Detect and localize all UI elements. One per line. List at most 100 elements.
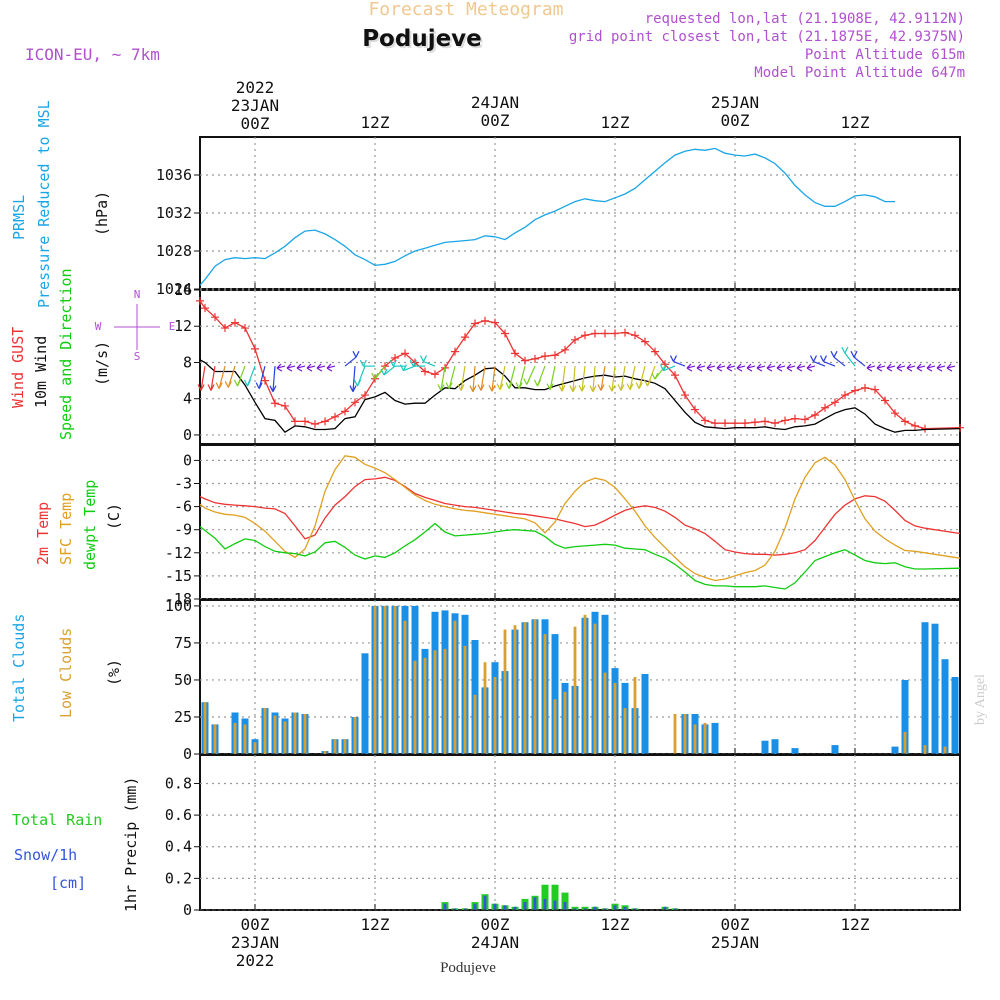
clouds-bar-lowclouds xyxy=(303,714,307,754)
wind-arrow xyxy=(716,365,726,369)
grid-coords: grid point closest lon,lat (21.1875E, 42… xyxy=(569,29,965,45)
requested-coords: requested lon,lat (21.1908E, 42.9112N) xyxy=(645,11,965,27)
gust-marker xyxy=(791,414,799,423)
wind-arrow xyxy=(833,356,846,367)
clouds-bar-totalclouds xyxy=(361,653,369,754)
clouds-bar-lowclouds xyxy=(633,677,637,754)
gust-marker xyxy=(841,391,849,400)
gust-marker xyxy=(671,371,679,380)
wind-10m-label: 10m Wind xyxy=(32,336,50,408)
gust-marker xyxy=(271,399,279,408)
clouds-bar-lowclouds xyxy=(273,715,277,754)
gust-marker xyxy=(481,316,489,325)
gust-marker xyxy=(471,319,479,328)
wind-arrowhead xyxy=(296,363,303,372)
ms-label: (m/s) xyxy=(93,341,111,386)
gust-marker xyxy=(871,385,879,394)
wind-arrow xyxy=(736,365,746,369)
wind-arrow xyxy=(518,365,526,389)
gust-marker xyxy=(821,403,829,412)
wind-arrowhead xyxy=(276,363,283,372)
precip-bar-snowh xyxy=(523,902,527,910)
wind-arrow xyxy=(686,365,696,369)
wind-arrow xyxy=(200,365,206,391)
clouds-bar-totalclouds xyxy=(761,740,769,754)
wind-arrow xyxy=(316,365,326,369)
wind-arrowhead xyxy=(796,363,803,372)
compass-w: W xyxy=(95,320,102,333)
precip-bar-snowh xyxy=(483,895,487,910)
wind-arrow xyxy=(629,365,636,390)
wind-arrowhead xyxy=(706,363,713,372)
wind-arrowhead xyxy=(716,363,723,372)
gust-marker xyxy=(521,356,529,365)
clouds-bar-lowclouds xyxy=(373,605,377,754)
gust-marker xyxy=(691,405,699,414)
clouds-bar-lowclouds xyxy=(623,708,627,754)
gust-marker xyxy=(831,398,839,407)
wind-arrow xyxy=(276,365,286,369)
clouds-bar-lowclouds xyxy=(603,672,607,754)
temperature-ytick-label: -12 xyxy=(165,544,192,562)
gust-marker xyxy=(701,416,709,425)
temperature-ytick-label: -15 xyxy=(165,567,192,585)
wind-arrow xyxy=(796,365,806,369)
wind-arrow xyxy=(813,361,826,367)
wind-arrow xyxy=(286,365,296,369)
top-time-label: 23JAN xyxy=(231,96,279,115)
clouds-ytick-label: 50 xyxy=(174,671,192,689)
wind-arrow xyxy=(561,366,566,392)
cloud-labels: Total Clouds Low Clouds (%) xyxy=(10,614,123,722)
precip-ytick-label: 0 xyxy=(183,901,192,919)
wind-arrow xyxy=(663,365,676,372)
wind-arrowhead xyxy=(651,372,659,380)
bottom-time-label: 2022 xyxy=(236,951,275,970)
pressure-panel xyxy=(194,136,961,290)
wind-arrow xyxy=(896,365,906,369)
gust-marker xyxy=(711,419,719,428)
wind-arrowhead xyxy=(380,368,388,376)
temperature-panel xyxy=(194,444,961,600)
wind-arrowhead xyxy=(558,384,566,392)
wind-arrowhead xyxy=(926,363,933,372)
gust-marker xyxy=(591,329,599,338)
wind-arrow xyxy=(344,356,357,367)
wind-arrow xyxy=(272,366,276,392)
clouds-bar-lowclouds xyxy=(343,739,347,754)
precip-bar-snowh xyxy=(453,908,457,910)
dewpt-temp-label: dewpt Temp xyxy=(81,480,99,570)
gust-marker xyxy=(221,324,229,333)
wind-arrowhead xyxy=(523,378,531,385)
precip-bar-snowh xyxy=(443,903,447,910)
clouds-bar-lowclouds xyxy=(463,645,467,754)
clouds-bar-lowclouds xyxy=(593,623,597,754)
bottom-time-label: 25JAN xyxy=(711,933,759,952)
wind-arrowhead xyxy=(505,382,513,389)
snow-unit-label: [cm] xyxy=(50,874,86,892)
wind-arrowhead xyxy=(669,355,678,362)
gust-marker xyxy=(921,424,929,433)
wind-panel xyxy=(194,289,964,445)
wind-arrowhead xyxy=(399,364,408,371)
wind-arrowhead xyxy=(830,350,838,358)
precip-bar-snowh xyxy=(543,898,547,910)
gust-marker xyxy=(431,370,439,379)
compass-s: S xyxy=(134,350,141,363)
top-time-label: 00Z xyxy=(721,111,750,130)
wind-arrow xyxy=(600,365,606,391)
wind-arrowhead xyxy=(286,363,293,372)
wind-arrow xyxy=(499,365,506,390)
wind-arrowhead xyxy=(477,384,485,391)
gust-marker xyxy=(641,337,649,346)
clouds-bar-totalclouds xyxy=(791,748,799,754)
wind-arrow xyxy=(440,365,446,391)
gust-marker xyxy=(741,419,749,428)
precip-bar-snowh xyxy=(603,908,607,910)
clouds-bar-lowclouds xyxy=(503,629,507,754)
precip-labels: Total Rain Snow/1h [cm] 1hr Precip (mm) xyxy=(12,777,140,912)
wind-arrowhead xyxy=(696,363,703,372)
wind-arrowhead xyxy=(659,364,668,371)
gust-marker xyxy=(491,318,499,327)
clouds-bar-totalclouds xyxy=(901,680,909,754)
clouds-bar-lowclouds xyxy=(553,699,557,754)
